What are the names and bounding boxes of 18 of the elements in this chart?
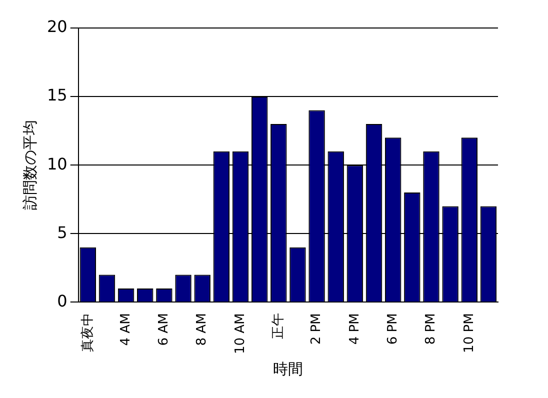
x-tick-label: 4 PM bbox=[347, 313, 362, 345]
y-tick-label: 0 bbox=[57, 291, 68, 310]
y-tick-label: 10 bbox=[47, 154, 68, 174]
x-tick-label: 2 PM bbox=[309, 313, 324, 345]
x-tick-label: 6 PM bbox=[385, 313, 400, 345]
x-tick-label: 正午 bbox=[271, 313, 286, 340]
y-tick-label: 20 bbox=[47, 17, 68, 36]
y-tick-label: 5 bbox=[57, 222, 68, 242]
y-axis-title: 訪問数の平均 bbox=[20, 120, 39, 210]
x-tick-label: 4 AM bbox=[118, 313, 134, 346]
y-tick-label: 15 bbox=[47, 86, 68, 105]
x-tick-label: 真夜中 bbox=[79, 313, 96, 352]
x-tick-label: 6 AM bbox=[156, 313, 172, 346]
x-axis-title: 時間 bbox=[273, 360, 304, 378]
x-tick-label: 8 PM bbox=[424, 313, 439, 345]
x-tick-label: 10 AM bbox=[232, 313, 248, 354]
x-tick-label: 8 AM bbox=[194, 313, 210, 346]
x-tick-label: 10 PM bbox=[462, 313, 477, 353]
